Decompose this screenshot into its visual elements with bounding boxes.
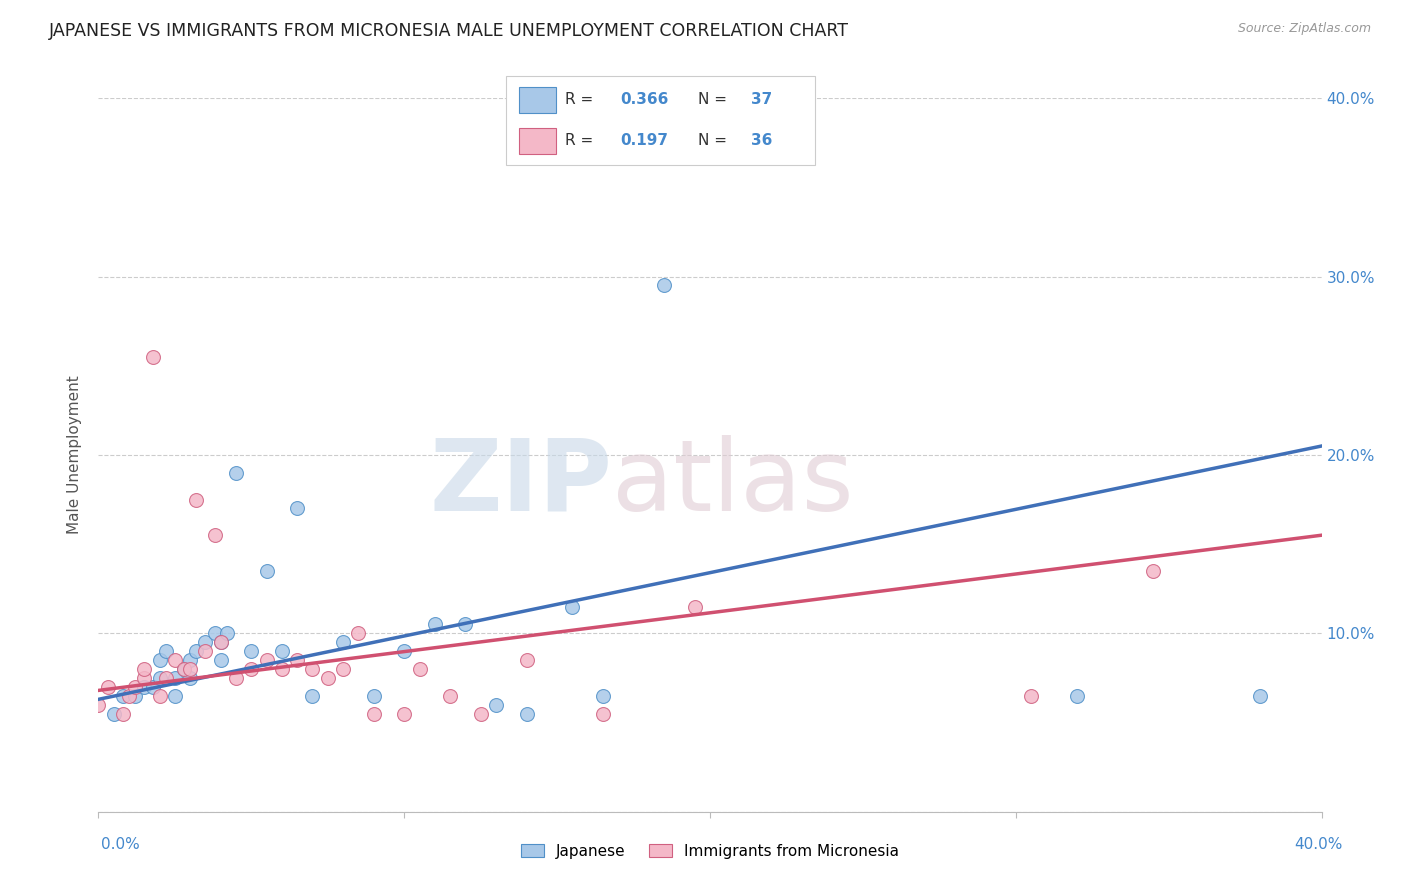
Point (204, 528, 226, 542)
Point (454, 617, 477, 632)
Point (142, 350, 165, 364)
Point (209, 653, 232, 667)
Point (134, 671, 156, 685)
Point (87, 698, 110, 712)
Text: N =: N = (697, 93, 731, 107)
Point (270, 662, 292, 676)
FancyBboxPatch shape (519, 128, 555, 154)
Point (1142, 564, 1164, 578)
Point (179, 671, 201, 685)
Point (256, 653, 278, 667)
Text: R =: R = (565, 93, 598, 107)
Legend: Japanese, Immigrants from Micronesia: Japanese, Immigrants from Micronesia (515, 838, 905, 864)
Point (392, 706, 416, 721)
Point (173, 662, 195, 676)
Point (163, 671, 186, 685)
Point (209, 635, 232, 649)
Point (240, 644, 263, 658)
Text: 36: 36 (751, 134, 772, 148)
Point (256, 564, 278, 578)
Text: 0.197: 0.197 (620, 134, 669, 148)
Point (149, 671, 172, 685)
Point (332, 635, 354, 649)
Point (142, 680, 165, 694)
Point (516, 653, 538, 667)
Text: 0.366: 0.366 (620, 93, 669, 107)
Point (155, 644, 177, 658)
Point (301, 662, 323, 676)
Point (124, 680, 146, 694)
Text: atlas: atlas (612, 435, 853, 532)
Point (1066, 689, 1088, 703)
Point (118, 689, 141, 703)
Point (392, 644, 416, 658)
Point (652, 278, 675, 293)
Point (439, 689, 461, 703)
Point (149, 653, 172, 667)
Point (215, 626, 238, 640)
Point (97, 680, 120, 694)
Point (134, 680, 156, 694)
Point (204, 626, 226, 640)
Point (179, 653, 201, 667)
Text: JAPANESE VS IMMIGRANTS FROM MICRONESIA MALE UNEMPLOYMENT CORRELATION CHART: JAPANESE VS IMMIGRANTS FROM MICRONESIA M… (49, 22, 849, 40)
Text: ZIP: ZIP (429, 435, 612, 532)
Text: N =: N = (697, 134, 731, 148)
Point (134, 662, 156, 676)
Point (194, 635, 217, 649)
Point (285, 501, 308, 516)
Point (103, 706, 125, 721)
Text: R =: R = (565, 134, 598, 148)
Point (301, 689, 323, 703)
Point (186, 492, 208, 507)
Point (423, 617, 446, 632)
Point (194, 644, 217, 658)
Text: 40.0%: 40.0% (1295, 837, 1343, 852)
Point (516, 706, 538, 721)
Point (270, 644, 292, 658)
Point (316, 671, 339, 685)
Text: 0.0%: 0.0% (101, 837, 141, 852)
Point (179, 662, 201, 676)
Text: 37: 37 (751, 93, 772, 107)
Y-axis label: Male Unemployment: Male Unemployment (67, 376, 83, 534)
Point (186, 644, 208, 658)
Point (408, 662, 430, 676)
Point (163, 653, 186, 667)
Point (111, 706, 134, 721)
Point (363, 706, 385, 721)
Point (209, 635, 232, 649)
Point (225, 466, 247, 480)
Point (683, 599, 706, 614)
Point (347, 626, 370, 640)
Point (240, 662, 263, 676)
Point (225, 671, 247, 685)
Point (470, 706, 492, 721)
Point (111, 689, 134, 703)
Point (332, 662, 354, 676)
Point (592, 689, 614, 703)
FancyBboxPatch shape (519, 87, 555, 113)
Point (173, 662, 195, 676)
Point (1019, 689, 1042, 703)
Point (1249, 689, 1271, 703)
Point (163, 689, 186, 703)
Point (149, 689, 172, 703)
Point (561, 599, 583, 614)
Point (155, 671, 177, 685)
Point (592, 706, 614, 721)
Point (285, 653, 308, 667)
Point (124, 689, 146, 703)
Text: Source: ZipAtlas.com: Source: ZipAtlas.com (1237, 22, 1371, 36)
Point (485, 698, 508, 712)
Point (363, 689, 385, 703)
